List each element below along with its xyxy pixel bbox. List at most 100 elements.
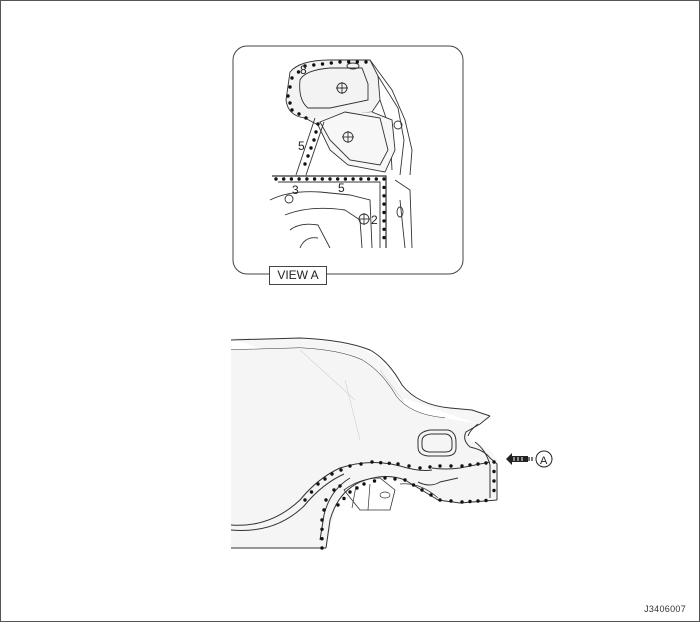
weld-spot <box>460 464 464 468</box>
weld-spot <box>290 76 294 80</box>
weld-spot <box>379 461 383 465</box>
weld-spot <box>329 61 333 65</box>
weld-spot <box>336 177 340 181</box>
callout-8: 8 <box>300 63 307 77</box>
weld-spot <box>382 194 386 198</box>
weld-spot <box>296 70 301 74</box>
weld-spot <box>320 546 324 550</box>
weld-spot <box>297 112 301 116</box>
weld-spot <box>492 469 496 474</box>
weld-spot <box>393 477 397 481</box>
weld-spot <box>403 478 407 482</box>
weld-spot <box>484 498 488 503</box>
weld-spot <box>382 219 386 223</box>
weld-spot <box>348 464 352 468</box>
callout-5-upper: 5 <box>298 139 305 153</box>
weld-spot <box>288 101 292 105</box>
weld-spot <box>324 498 328 502</box>
weld-spot <box>304 116 308 120</box>
weld-spot <box>347 60 351 64</box>
weld-spot <box>316 122 320 126</box>
weld-spot <box>336 503 340 507</box>
weld-spot <box>362 482 366 486</box>
weld-spot <box>364 60 368 64</box>
weld-spot <box>382 210 386 215</box>
weld-spot <box>359 177 363 181</box>
weld-spot-icon <box>303 460 496 550</box>
weld-spot <box>316 482 320 486</box>
weld-spot <box>339 468 343 472</box>
weld-spot <box>359 462 363 466</box>
weld-spot <box>438 464 442 468</box>
view-a-inset <box>232 45 464 275</box>
weld-spot <box>387 461 391 465</box>
quarter-panel-drawing <box>230 337 498 549</box>
weld-spot <box>492 479 496 483</box>
weld-spot <box>476 499 480 503</box>
weld-spot <box>328 177 332 181</box>
weld-spot <box>366 177 371 181</box>
weld-spot <box>351 177 355 181</box>
weld-spot <box>492 488 496 493</box>
weld-spot <box>297 177 301 181</box>
weld-spot <box>320 62 325 66</box>
weld-spot <box>370 460 374 464</box>
callout-2: 2 <box>371 213 378 227</box>
weld-spot <box>282 177 286 181</box>
weld-spot <box>411 483 416 487</box>
weld-spot <box>330 472 334 476</box>
callout-5-lower: 5 <box>338 181 345 195</box>
weld-spot <box>382 235 386 240</box>
weld-spot <box>320 537 324 541</box>
weld-spot <box>355 486 359 490</box>
weld-spot <box>428 465 432 469</box>
callout-3: 3 <box>292 183 299 197</box>
figure-code: J3406007 <box>644 604 686 614</box>
weld-spot <box>286 94 290 98</box>
weld-spot <box>309 490 314 494</box>
weld-spot <box>484 461 488 465</box>
view-a-label: VIEW A <box>269 266 327 285</box>
weld-spot <box>372 479 377 483</box>
weld-spot <box>305 177 309 181</box>
weld-spot <box>320 177 324 181</box>
weld-spot <box>382 227 386 231</box>
weld-spot <box>476 462 480 466</box>
weld-spot <box>407 464 411 468</box>
weld-spot <box>303 64 307 68</box>
weld-spot <box>303 498 307 502</box>
weld-spot <box>355 60 359 64</box>
weld-spot <box>332 488 336 492</box>
weld-spot <box>312 63 316 67</box>
weld-spot <box>320 527 324 531</box>
weld-spot <box>468 463 472 467</box>
weld-spot <box>323 477 327 481</box>
weld-spot <box>306 154 310 158</box>
weld-spot <box>438 498 442 502</box>
weld-spot <box>322 508 326 512</box>
weld-spot <box>338 60 342 64</box>
weld-spot <box>303 162 307 166</box>
weld-spot <box>312 138 316 142</box>
bolt-hole-icon <box>393 120 403 130</box>
arrow-marker-label: A <box>540 455 548 467</box>
weld-spot <box>288 85 292 89</box>
weld-spot <box>342 496 346 501</box>
weld-spot <box>348 490 352 494</box>
weld-spot <box>418 466 422 470</box>
weld-spot <box>383 476 387 480</box>
weld-spot <box>382 185 386 190</box>
weld-spot <box>420 488 424 492</box>
weld-spot <box>429 493 433 497</box>
weld-spot <box>468 499 472 504</box>
weld-spot <box>289 177 294 181</box>
weld-spot <box>449 464 453 468</box>
weld-spot <box>274 177 278 181</box>
weld-spot <box>312 177 317 181</box>
weld-spot <box>492 460 496 464</box>
weld-spot <box>343 177 348 181</box>
view-arrow-icon <box>506 450 553 468</box>
weld-spot <box>382 202 386 206</box>
weld-spot <box>290 108 294 112</box>
